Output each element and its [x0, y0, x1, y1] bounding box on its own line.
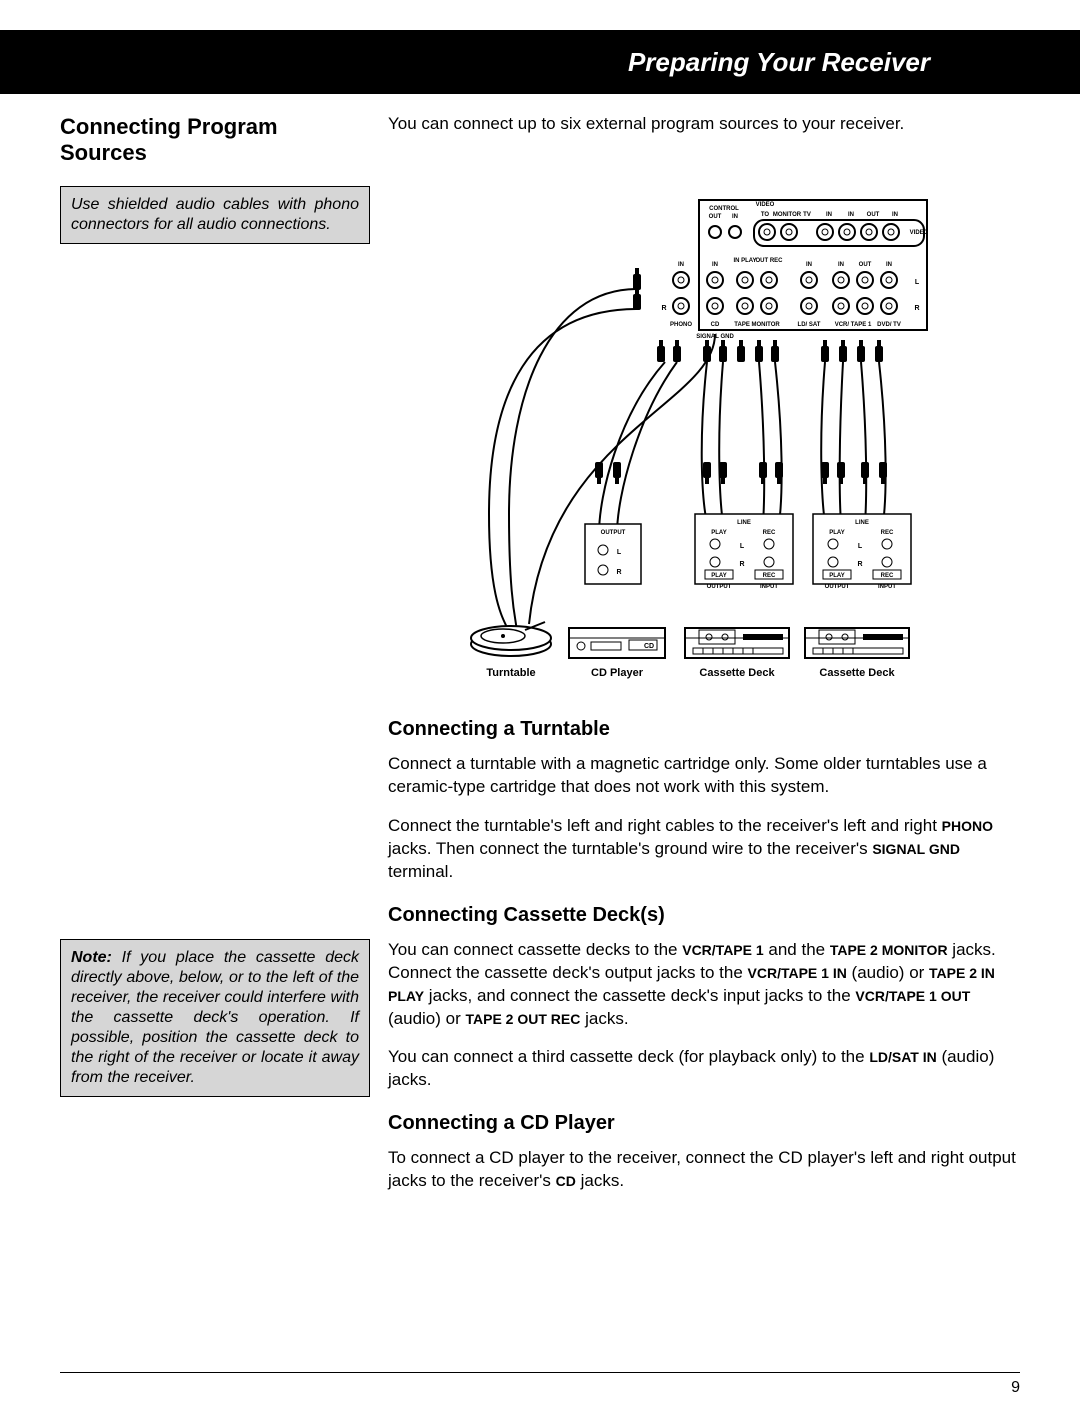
intro-row: Connecting Program Sources You can conne…	[60, 114, 1020, 172]
svg-text:PLAY: PLAY	[829, 573, 844, 579]
jack-label: IN PLAY	[733, 258, 756, 264]
svg-text:REC: REC	[763, 573, 776, 579]
turntable-p2: Connect the turntable's left and right c…	[388, 815, 1020, 884]
svg-text:REC: REC	[763, 530, 776, 536]
note-diagram-row: Use shielded audio cables with phono con…	[60, 186, 1020, 939]
cassette-heading: Connecting Cassette Deck(s)	[388, 904, 1020, 927]
panel-label: TO	[761, 212, 770, 218]
svg-text:OUTPUT: OUTPUT	[601, 530, 626, 536]
svg-text:R: R	[616, 569, 621, 576]
panel-label: VIDEO	[910, 230, 929, 236]
panel-label: IN	[826, 212, 832, 218]
page-number: 9	[1011, 1379, 1020, 1396]
jack-label: IN	[806, 262, 812, 268]
panel-label: TV	[803, 212, 811, 218]
svg-text:R: R	[661, 305, 666, 312]
panel-label: IN	[732, 214, 738, 220]
header-title: Preparing Your Receiver	[628, 47, 930, 78]
svg-text:L: L	[740, 543, 745, 550]
cassette-icon	[685, 628, 789, 658]
intro-text: You can connect up to six external progr…	[388, 114, 1020, 134]
panel-label: IN	[892, 212, 898, 218]
cd-player-icon: CD	[569, 628, 665, 658]
panel-label: OUT	[709, 214, 722, 220]
cd-heading: Connecting a CD Player	[388, 1112, 1020, 1135]
page-footer: 9	[60, 1372, 1020, 1397]
cassette-icon	[805, 628, 909, 658]
cassette-p2: You can connect a third cassette deck (f…	[388, 1046, 1020, 1092]
svg-text:REC: REC	[881, 530, 894, 536]
svg-text:DVD/ TV: DVD/ TV	[877, 322, 901, 328]
svg-text:INPUT: INPUT	[760, 584, 778, 590]
turntable-heading: Connecting a Turntable	[388, 718, 1020, 741]
svg-text:CD: CD	[644, 643, 654, 650]
note-cables: Use shielded audio cables with phono con…	[60, 186, 370, 244]
jack-label: OUT REC	[756, 258, 784, 264]
panel-label: OUT	[867, 212, 880, 218]
jack-label: IN	[678, 262, 684, 268]
svg-text:VCR/ TAPE 1: VCR/ TAPE 1	[835, 322, 872, 328]
device-label: Turntable	[486, 667, 535, 679]
jack-label: IN	[886, 262, 892, 268]
note-cassette: Note: If you place the cassette deck dir…	[60, 939, 370, 1097]
connection-diagram: CONTROL VIDEO OUT IN TO MONITOR TV IN IN…	[469, 194, 939, 694]
svg-text:PLAY: PLAY	[711, 530, 726, 536]
section-heading: Connecting Program Sources	[60, 114, 370, 166]
panel-label: MONITOR	[773, 212, 802, 218]
svg-text:LD/ SAT: LD/ SAT	[798, 322, 821, 328]
svg-text:L: L	[617, 549, 622, 556]
header-bar: Preparing Your Receiver	[0, 30, 1080, 94]
svg-text:REC: REC	[881, 573, 894, 579]
turntable-icon	[471, 622, 551, 656]
svg-text:TAPE MONITOR: TAPE MONITOR	[734, 322, 780, 328]
turntable-p1: Connect a turntable with a magnetic cart…	[388, 753, 1020, 799]
panel-label: IN	[848, 212, 854, 218]
svg-text:CD: CD	[711, 322, 720, 328]
jack-label: IN	[838, 262, 844, 268]
cassette-p1: You can connect cassette decks to the VC…	[388, 939, 1020, 1031]
jack-label: IN	[712, 262, 718, 268]
cassette-row: Note: If you place the cassette deck dir…	[60, 939, 1020, 1210]
device-label: Cassette Deck	[819, 667, 895, 679]
svg-text:PLAY: PLAY	[711, 573, 726, 579]
svg-text:OUTPUT: OUTPUT	[707, 584, 732, 590]
panel-label: VIDEO	[756, 202, 775, 208]
svg-text:INPUT: INPUT	[878, 584, 896, 590]
svg-text:R: R	[739, 561, 744, 568]
cd-p1: To connect a CD player to the receiver, …	[388, 1147, 1020, 1193]
svg-text:R: R	[914, 305, 919, 312]
jack-label: OUT	[859, 262, 872, 268]
svg-text:LINE: LINE	[855, 520, 869, 526]
device-label: Cassette Deck	[699, 667, 775, 679]
svg-text:LINE: LINE	[737, 520, 751, 526]
svg-text:PHONO: PHONO	[670, 322, 692, 328]
svg-text:OUTPUT: OUTPUT	[825, 584, 850, 590]
svg-text:PLAY: PLAY	[829, 530, 844, 536]
page-content: Connecting Program Sources You can conne…	[0, 94, 1080, 1209]
rca-plugs-bottom	[595, 462, 887, 484]
svg-text:L: L	[915, 279, 920, 286]
panel-label: CONTROL	[709, 206, 739, 212]
device-label: CD Player	[591, 667, 644, 679]
svg-text:R: R	[857, 561, 862, 568]
svg-text:L: L	[858, 543, 863, 550]
